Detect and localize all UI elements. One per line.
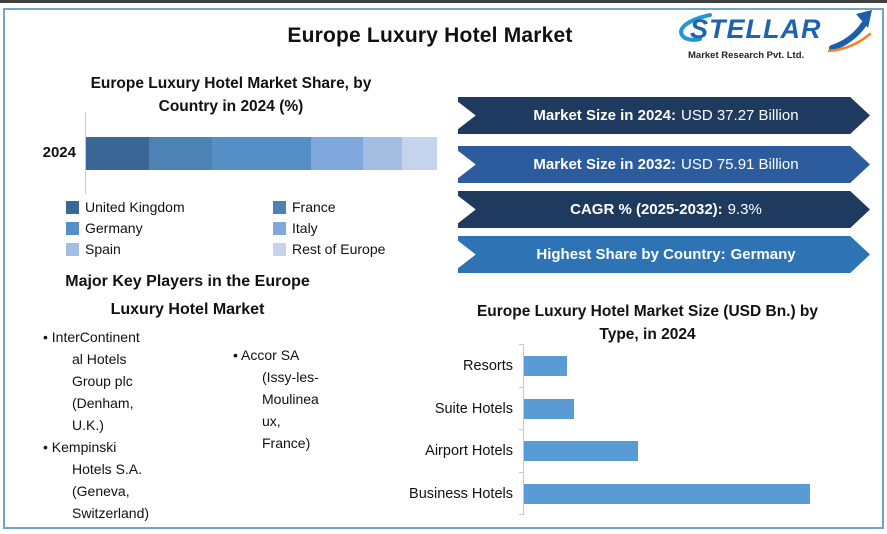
legend-item-spain: Spain — [66, 241, 273, 257]
page-border-frame — [3, 8, 884, 529]
logo-row: STELLAR — [676, 10, 876, 52]
banner-cagr: CAGR % (2025-2032): 9.3% — [458, 191, 870, 228]
type-category-label: Suite Hotels — [434, 400, 513, 417]
legend-swatch — [66, 200, 79, 214]
legend-label: Germany — [85, 220, 143, 236]
share-chart-year-label: 2024 — [42, 144, 76, 161]
legend-swatch — [66, 221, 79, 235]
stacked-segment-italy — [310, 137, 364, 170]
legend-swatch — [66, 242, 79, 256]
window-edge-strip — [0, 0, 887, 3]
banner-value: Germany — [730, 246, 796, 263]
banner-market-size-2032: Market Size in 2032: USD 75.91 Billion — [458, 146, 870, 183]
type-bar-area — [519, 429, 828, 473]
type-chart-row-business-hotels: Business Hotels — [398, 471, 828, 515]
page-title: Europe Luxury Hotel Market — [287, 24, 573, 47]
legend-swatch — [273, 221, 286, 235]
key-player-item: Accor SA (Issy-les- Moulinea ux, France) — [220, 344, 360, 454]
legend-label: United Kingdom — [85, 199, 185, 215]
legend-label: Rest of Europe — [292, 241, 386, 257]
key-players-column-2: Accor SA (Issy-les- Moulinea ux, France) — [220, 344, 360, 454]
key-players-column-1: InterContinent al Hotels Group plc (Denh… — [30, 326, 200, 524]
legend-item-rest-of-europe: Rest of Europe — [273, 241, 411, 257]
type-category-label: Business Hotels — [409, 485, 513, 502]
banner-label: Market Size in 2032: — [533, 156, 676, 173]
type-bar-area — [519, 471, 828, 515]
logo-brand-text: STELLAR — [690, 14, 822, 44]
legend-swatch — [273, 242, 286, 256]
type-category-label: Airport Hotels — [425, 443, 513, 460]
legend-swatch — [273, 200, 286, 214]
type-chart-row-suite-hotels: Suite Hotels — [398, 386, 828, 430]
share-chart-axis — [85, 112, 86, 194]
stacked-segment-spain — [363, 137, 402, 170]
type-chart-row-airport-hotels: Airport Hotels — [398, 429, 828, 473]
key-player-item: Kempinski Hotels S.A. (Geneva, Switzerla… — [30, 436, 200, 524]
banner-value: USD 37.27 Billion — [681, 107, 799, 124]
key-player-item: InterContinent al Hotels Group plc (Denh… — [30, 326, 200, 436]
legend-label: Italy — [292, 220, 318, 236]
type-chart-title: Europe Luxury Hotel Market Size (USD Bn.… — [476, 303, 819, 343]
banner-label: Highest Share by Country: — [536, 246, 726, 263]
type-bar-business-hotels — [524, 483, 810, 504]
type-bar-area — [519, 386, 828, 430]
banner-highest-share: Highest Share by Country: Germany — [458, 236, 870, 273]
logo-subtitle: Market Research Pvt. Ltd. — [688, 50, 805, 61]
type-bar-airport-hotels — [524, 441, 639, 462]
legend-item-united-kingdom: United Kingdom — [66, 199, 273, 215]
share-chart-legend: United Kingdom France Germany Italy Spain Res… — [66, 199, 411, 257]
share-stacked-bar — [86, 137, 437, 170]
type-chart-row-resorts: Resorts — [398, 344, 828, 388]
legend-label: France — [292, 199, 336, 215]
type-bar-suite-hotels — [524, 398, 574, 419]
stacked-segment-germany — [212, 137, 311, 170]
share-chart-title: Europe Luxury Hotel Market Share, by Cou… — [90, 75, 372, 115]
banner-label: Market Size in 2024: — [533, 107, 676, 124]
banner-value: USD 75.91 Billion — [681, 156, 799, 173]
type-bar-resorts — [524, 356, 567, 377]
legend-item-italy: Italy — [273, 220, 411, 236]
stacked-segment-france — [149, 137, 213, 170]
stacked-segment-united-kingdom — [86, 137, 150, 170]
banner-market-size-2024: Market Size in 2024: USD 37.27 Billion — [458, 97, 870, 134]
banner-label: CAGR % (2025-2032): — [570, 201, 723, 218]
logo-arrow-icon — [828, 10, 872, 52]
type-bar-area — [519, 344, 828, 388]
stacked-segment-rest-of-europe — [401, 137, 437, 170]
legend-label: Spain — [85, 241, 121, 257]
logo-swoosh-icon — [679, 13, 712, 42]
legend-item-france: France — [273, 199, 411, 215]
legend-item-germany: Germany — [66, 220, 273, 236]
key-players-title: Major Key Players in the Europe Luxury H… — [65, 273, 310, 318]
banner-value: 9.3% — [727, 201, 762, 218]
stellar-logo: STELLAR Market Research Pvt. Ltd. — [676, 10, 876, 70]
type-chart-plot: Resorts Suite Hotels Airport Hotels Busines… — [398, 344, 828, 515]
type-category-label: Resorts — [463, 358, 513, 375]
